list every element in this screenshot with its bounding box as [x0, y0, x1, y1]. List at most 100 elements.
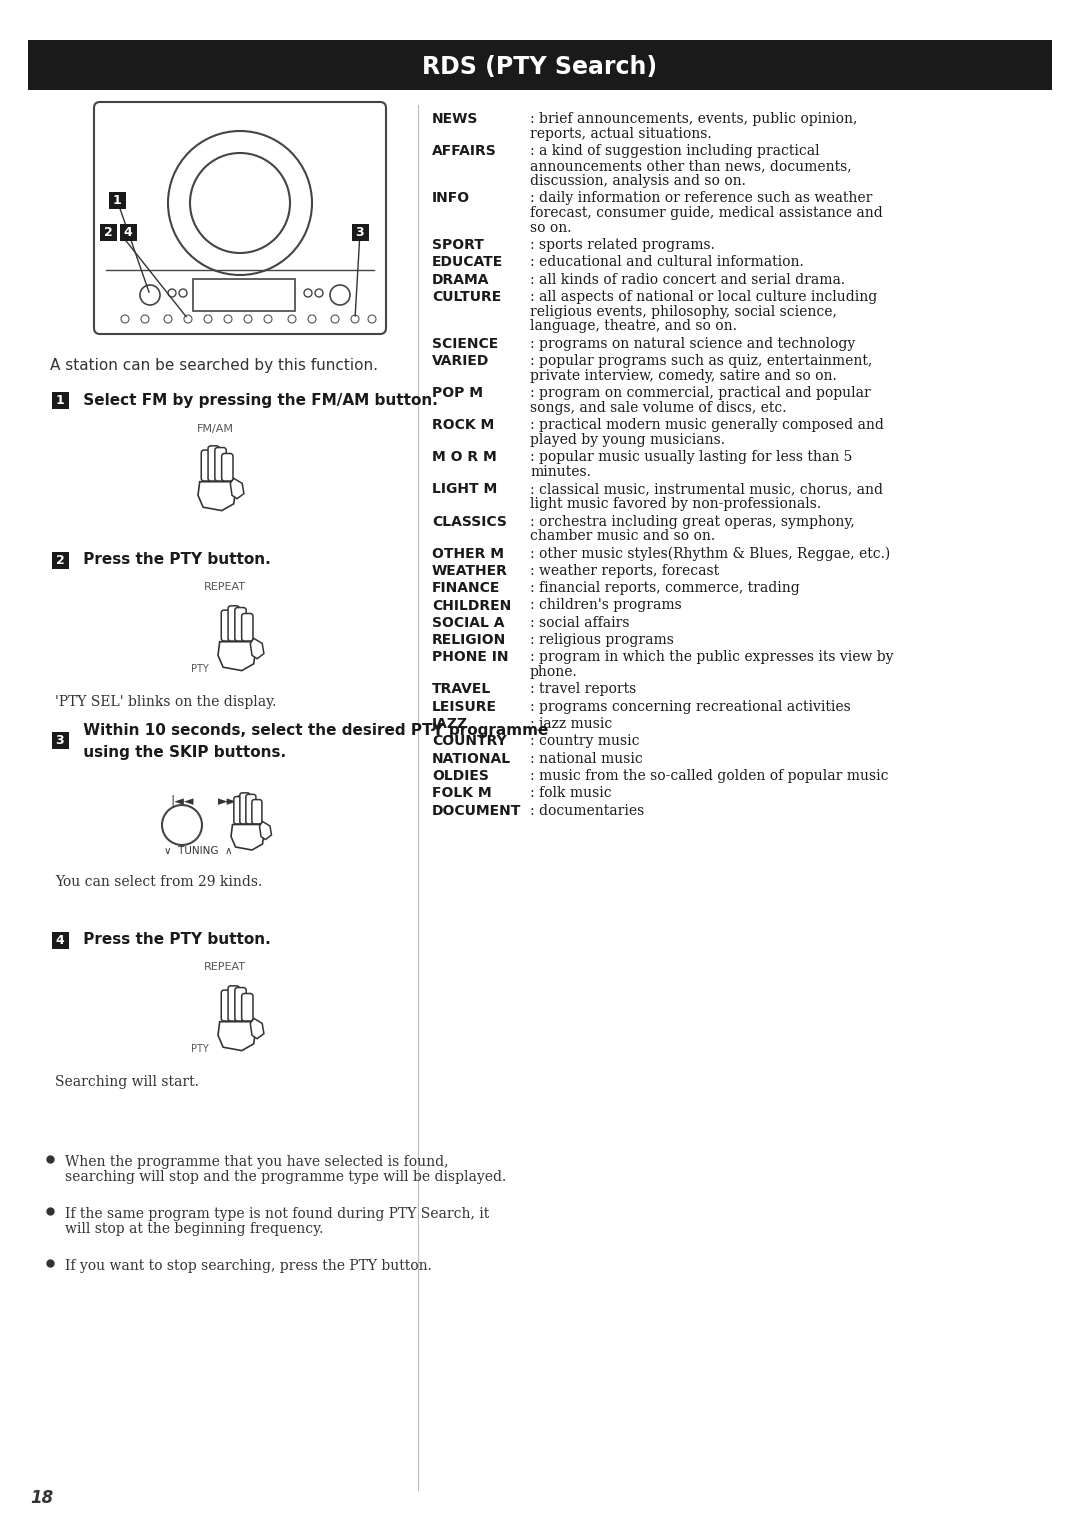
Text: language, theatre, and so on.: language, theatre, and so on. [530, 319, 737, 333]
Text: WEATHER: WEATHER [432, 565, 508, 578]
FancyBboxPatch shape [100, 224, 117, 241]
Circle shape [288, 314, 296, 324]
Text: : practical modern music generally composed and: : practical modern music generally compo… [530, 418, 883, 432]
Text: DRAMA: DRAMA [432, 273, 489, 287]
FancyBboxPatch shape [242, 613, 253, 641]
Text: ∨  TUNING  ∧: ∨ TUNING ∧ [164, 845, 232, 856]
Polygon shape [230, 478, 244, 499]
Text: : classical music, instrumental music, chorus, and: : classical music, instrumental music, c… [530, 482, 883, 496]
Text: Searching will start.: Searching will start. [55, 1074, 199, 1090]
FancyBboxPatch shape [252, 800, 261, 824]
FancyBboxPatch shape [234, 797, 244, 824]
Text: FOLK M: FOLK M [432, 786, 491, 800]
Circle shape [190, 153, 291, 253]
Text: SCIENCE: SCIENCE [432, 337, 498, 351]
Text: searching will stop and the programme type will be displayed.: searching will stop and the programme ty… [65, 1170, 507, 1184]
Text: songs, and sale volume of discs, etc.: songs, and sale volume of discs, etc. [530, 401, 786, 415]
Text: ROCK M: ROCK M [432, 418, 495, 432]
Text: : other music styles(Rhythm & Blues, Reggae, etc.): : other music styles(Rhythm & Blues, Reg… [530, 546, 890, 562]
Circle shape [140, 285, 160, 305]
FancyBboxPatch shape [52, 732, 69, 749]
Text: : music from the so-called golden of popular music: : music from the so-called golden of pop… [530, 769, 889, 783]
Text: PTY: PTY [191, 664, 208, 674]
Text: : popular programs such as quiz, entertainment,: : popular programs such as quiz, enterta… [530, 354, 873, 368]
Text: You can select from 29 kinds.: You can select from 29 kinds. [55, 874, 262, 890]
Text: : folk music: : folk music [530, 786, 611, 800]
FancyBboxPatch shape [240, 794, 249, 824]
Text: FM/AM: FM/AM [197, 424, 233, 433]
Text: SOCIAL A: SOCIAL A [432, 617, 504, 630]
Text: CHILDREN: CHILDREN [432, 598, 511, 612]
Text: : country music: : country music [530, 734, 639, 748]
Polygon shape [198, 482, 235, 511]
FancyBboxPatch shape [28, 40, 1052, 90]
FancyBboxPatch shape [242, 993, 253, 1021]
Text: POP M: POP M [432, 386, 483, 400]
Text: 4: 4 [56, 934, 65, 948]
Circle shape [315, 288, 323, 298]
FancyBboxPatch shape [221, 453, 233, 481]
Text: minutes.: minutes. [530, 465, 591, 479]
FancyBboxPatch shape [221, 610, 232, 641]
Text: TRAVEL: TRAVEL [432, 682, 491, 696]
FancyBboxPatch shape [94, 102, 386, 334]
FancyBboxPatch shape [193, 279, 295, 311]
Circle shape [184, 314, 192, 324]
Polygon shape [231, 824, 264, 850]
Text: OTHER M: OTHER M [432, 546, 504, 560]
Text: LEISURE: LEISURE [432, 700, 497, 714]
Text: announcements other than news, documents,: announcements other than news, documents… [530, 159, 852, 172]
Text: DOCUMENT: DOCUMENT [432, 804, 522, 818]
Text: CULTURE: CULTURE [432, 290, 501, 304]
Text: : jazz music: : jazz music [530, 717, 612, 731]
Text: : national music: : national music [530, 752, 643, 766]
Text: REPEAT: REPEAT [204, 961, 246, 972]
Text: so on.: so on. [530, 221, 571, 235]
Text: : program on commercial, practical and popular: : program on commercial, practical and p… [530, 386, 870, 400]
Text: : popular music usually lasting for less than 5: : popular music usually lasting for less… [530, 450, 852, 464]
Text: : children's programs: : children's programs [530, 598, 681, 612]
FancyBboxPatch shape [52, 392, 69, 409]
Text: chamber music and so on.: chamber music and so on. [530, 530, 715, 543]
Text: AFFAIRS: AFFAIRS [432, 143, 497, 159]
FancyBboxPatch shape [52, 552, 69, 569]
Circle shape [330, 314, 339, 324]
Circle shape [121, 314, 129, 324]
Text: Within 10 seconds, select the desired PTY programme: Within 10 seconds, select the desired PT… [78, 723, 549, 739]
Text: religious events, philosophy, social science,: religious events, philosophy, social sci… [530, 305, 837, 319]
FancyBboxPatch shape [201, 450, 213, 481]
Text: RDS (PTY Search): RDS (PTY Search) [422, 55, 658, 79]
Text: light music favored by non-professionals.: light music favored by non-professionals… [530, 497, 821, 511]
Circle shape [330, 285, 350, 305]
Text: reports, actual situations.: reports, actual situations. [530, 127, 712, 140]
Text: : travel reports: : travel reports [530, 682, 636, 696]
Polygon shape [251, 1018, 264, 1039]
Text: Press the PTY button.: Press the PTY button. [78, 552, 271, 568]
Text: SPORT: SPORT [432, 238, 484, 252]
Text: 4: 4 [123, 226, 133, 240]
Text: FINANCE: FINANCE [432, 581, 500, 595]
Text: REPEAT: REPEAT [204, 581, 246, 592]
Text: 3: 3 [355, 226, 364, 240]
Circle shape [204, 314, 212, 324]
Text: ►►|: ►►| [218, 795, 242, 807]
Text: 'PTY SEL' blinks on the display.: 'PTY SEL' blinks on the display. [55, 694, 276, 710]
Circle shape [368, 314, 376, 324]
Text: VARIED: VARIED [432, 354, 489, 368]
Polygon shape [259, 821, 271, 839]
Text: : programs on natural science and technology: : programs on natural science and techno… [530, 337, 855, 351]
FancyBboxPatch shape [208, 446, 219, 481]
Text: : all kinds of radio concert and serial drama.: : all kinds of radio concert and serial … [530, 273, 846, 287]
FancyBboxPatch shape [234, 607, 246, 641]
Text: : daily information or reference such as weather: : daily information or reference such as… [530, 191, 873, 204]
Text: : social affairs: : social affairs [530, 617, 630, 630]
Text: : orchestra including great operas, symphony,: : orchestra including great operas, symp… [530, 514, 854, 528]
Circle shape [244, 314, 252, 324]
Circle shape [168, 131, 312, 275]
Text: If you want to stop searching, press the PTY button.: If you want to stop searching, press the… [65, 1259, 432, 1273]
Circle shape [303, 288, 312, 298]
FancyBboxPatch shape [215, 447, 226, 481]
Text: : educational and cultural information.: : educational and cultural information. [530, 255, 804, 269]
Circle shape [168, 288, 176, 298]
Text: 1: 1 [56, 395, 65, 407]
